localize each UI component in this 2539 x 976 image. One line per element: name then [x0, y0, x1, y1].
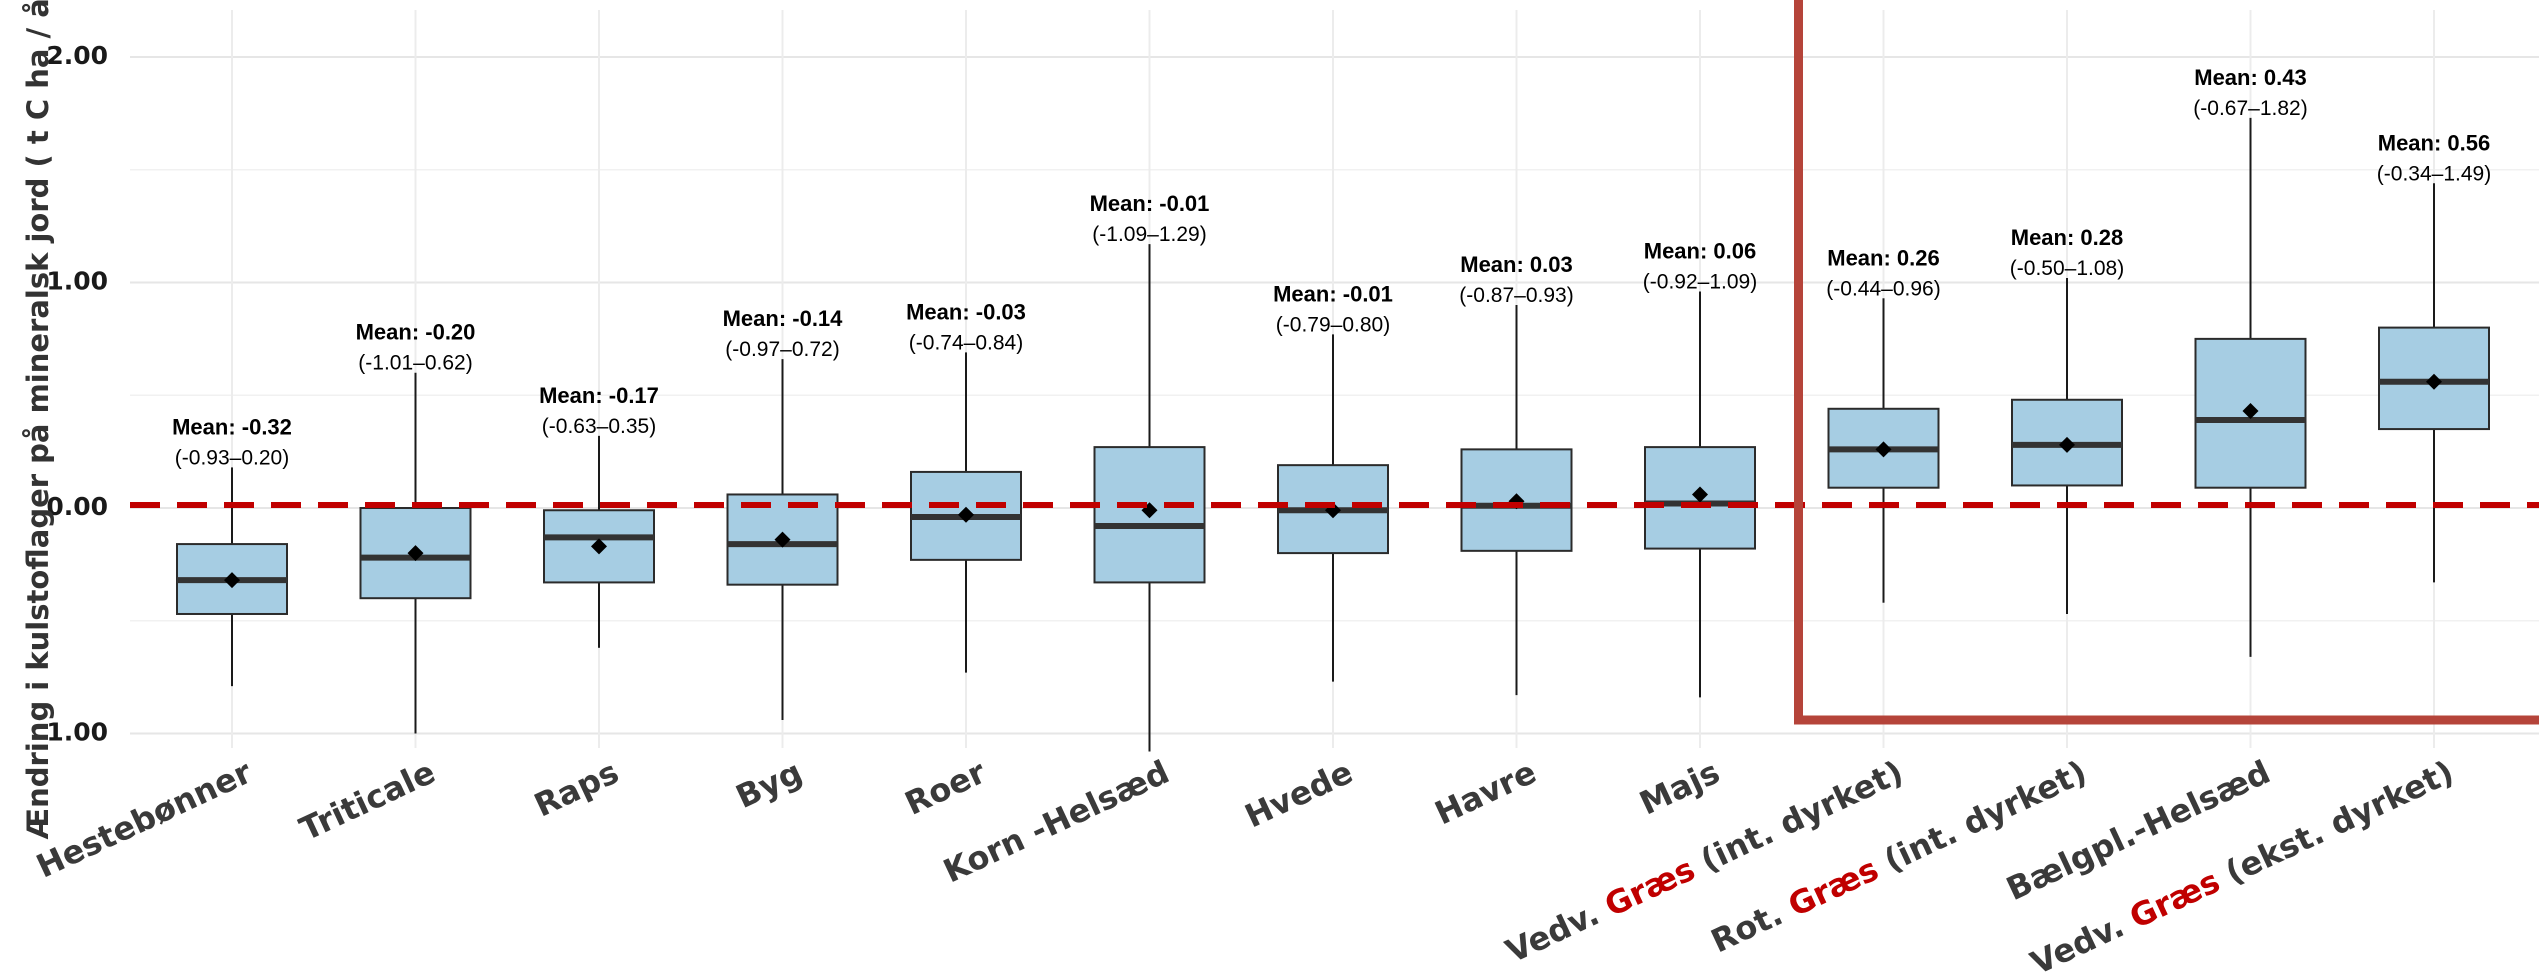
mean-label: Mean: -0.20	[356, 320, 476, 345]
label-part: Majs	[1634, 753, 1726, 823]
ci-label: (-0.97–0.72)	[725, 338, 839, 361]
mean-label: Mean: -0.01	[1090, 191, 1210, 216]
label-part: Vedv.	[2025, 902, 2140, 976]
mean-point	[2242, 403, 2259, 420]
mean-point	[407, 545, 424, 562]
mean-label: Mean: 0.26	[1827, 245, 1940, 270]
mean-point	[2059, 436, 2075, 453]
x-category-label: Triticale	[294, 753, 441, 849]
mean-label: Mean: -0.01	[1273, 281, 1393, 306]
mean-label: Mean: 0.56	[2378, 130, 2491, 155]
label-part: Hvede	[1239, 753, 1358, 836]
ci-label: (-0.92–1.09)	[1643, 271, 1757, 294]
y-axis-label: Ændring i kulstoflager på mineralsk jord…	[21, 0, 55, 839]
x-category-label: Roer	[899, 753, 991, 823]
mean-point	[1875, 441, 1892, 458]
highlight-word: Græs	[1599, 850, 1701, 924]
y-tick-label: 1.00	[46, 718, 108, 747]
highlight-word: Græs	[2124, 862, 2226, 936]
mean-label: Mean: -0.32	[172, 414, 292, 439]
x-category-label: Raps	[528, 753, 624, 825]
y-axis: 2.00 1.00 0.00 1.00	[46, 41, 108, 747]
mean-label: Mean: -0.17	[539, 383, 659, 408]
ci-label: (-0.74–0.84)	[909, 331, 1023, 354]
y-tick-label: 0.00	[46, 492, 108, 521]
label-part: Raps	[528, 753, 624, 825]
mean-label: Mean: -0.14	[723, 306, 844, 331]
mean-label: Mean: 0.28	[2011, 225, 2124, 250]
ci-label: (-0.93–0.20)	[175, 446, 289, 469]
label-part: Rot.	[1705, 890, 1798, 960]
ci-label: (-0.50–1.08)	[2010, 257, 2124, 280]
ci-label: (-0.87–0.93)	[1459, 284, 1573, 307]
mean-label: Mean: 0.06	[1644, 239, 1757, 264]
mean-point	[224, 572, 240, 589]
y-tick-label: 1.00	[46, 267, 108, 296]
ci-label: (-0.67–1.82)	[2193, 97, 2307, 120]
x-category-label: Hvede	[1239, 753, 1358, 836]
y-tick-label: 2.00	[46, 41, 108, 70]
ci-label: (-0.34–1.49)	[2377, 162, 2491, 185]
x-category-label: Havre	[1429, 753, 1542, 833]
label-part: Byg	[730, 753, 808, 816]
ci-label: (-0.44–0.96)	[1826, 277, 1940, 300]
label-part: Roer	[899, 753, 991, 823]
label-part: Hestebønner	[31, 753, 258, 886]
mean-label: Mean: -0.03	[906, 299, 1026, 324]
ci-label: (-0.79–0.80)	[1276, 313, 1390, 336]
gridlines	[130, 10, 2539, 748]
x-category-label: Majs	[1634, 753, 1726, 823]
mean-label: Mean: 0.43	[2194, 65, 2307, 90]
label-part: Triticale	[294, 753, 441, 849]
highlight-box	[1794, 0, 2539, 725]
ci-label: (-0.63–0.35)	[542, 415, 656, 438]
x-category-label: Hestebønner	[31, 753, 258, 886]
mean-point	[958, 506, 974, 523]
label-part: Havre	[1429, 753, 1542, 833]
mean-point	[774, 531, 791, 548]
mean-point	[2426, 373, 2442, 390]
mean-labels: Mean: -0.32 (-0.93–0.20) Mean: -0.20 (-1.01…	[172, 65, 2491, 470]
mean-point	[1692, 486, 1708, 503]
x-category-label: Byg	[730, 753, 808, 816]
mean-point	[591, 538, 607, 555]
ci-label: (-1.09–1.29)	[1092, 223, 1206, 246]
boxes	[176, 117, 2490, 752]
label-part: Vedv.	[1500, 890, 1615, 971]
highlight-word: Græs	[1782, 850, 1884, 924]
mean-label: Mean: 0.03	[1460, 252, 1573, 277]
ci-label: (-1.01–0.62)	[358, 352, 472, 375]
